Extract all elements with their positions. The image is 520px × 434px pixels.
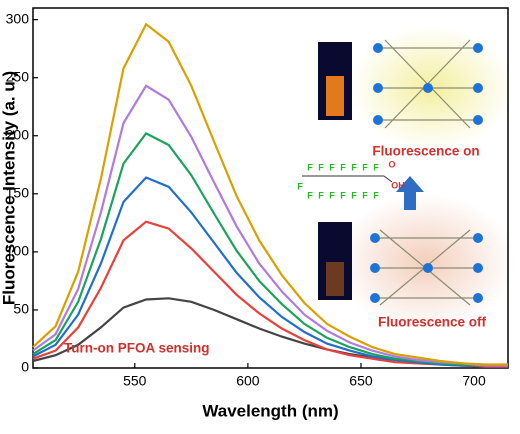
data-line: [32, 84, 508, 367]
x-tick-label: 650: [349, 373, 373, 389]
molecule-atom: F: [362, 190, 368, 200]
burst: [335, 194, 515, 330]
annotation: Fluorescence off: [378, 315, 487, 330]
molecule-atom: F: [340, 190, 346, 200]
y-tick-label: 150: [6, 185, 30, 201]
molecule-atom: F: [362, 162, 368, 172]
molecule-atom: F: [307, 162, 313, 172]
data-line: [32, 131, 508, 367]
molecule-atom: F: [307, 190, 313, 200]
arrow: [396, 176, 424, 210]
vial-liquid: [326, 262, 344, 296]
molecule-atom: F: [373, 190, 379, 200]
data-line: [32, 22, 508, 366]
y-tick-label: 200: [6, 126, 30, 142]
x-tick-label: 550: [123, 373, 147, 389]
y-axis-title: Fluorescence Intensity (a. u.): [0, 71, 18, 305]
y-tick-label: 50: [13, 301, 29, 317]
y-tick-label: 250: [6, 68, 30, 84]
molecule-atom: F: [340, 162, 346, 172]
molecule-atom: F: [297, 181, 303, 191]
vial-liquid: [326, 76, 344, 116]
molecule-atom: F: [329, 190, 335, 200]
molecule-atom: F: [351, 190, 357, 200]
molecule-atom: OH: [391, 180, 405, 190]
annotation: Turn-on PFOA sensing: [64, 341, 210, 356]
data-line: [32, 176, 508, 367]
molecule-atom: F: [329, 162, 335, 172]
y-tick-label: 100: [6, 243, 30, 259]
annotation: Fluorescence on: [372, 144, 479, 159]
molecule-atom: F: [318, 190, 324, 200]
molecule-atom: O: [388, 159, 395, 169]
molecule-atom: F: [351, 162, 357, 172]
molecule-atom: F: [373, 162, 379, 172]
x-tick-label: 700: [462, 373, 486, 389]
plot-frame: [32, 7, 509, 369]
x-tick-label: 600: [236, 373, 260, 389]
molecule-atom: F: [318, 162, 324, 172]
x-axis-title: Wavelength (nm): [202, 401, 338, 420]
illustration: [302, 26, 515, 330]
y-tick-label: 300: [6, 10, 30, 26]
y-tick-label: 0: [21, 359, 29, 375]
